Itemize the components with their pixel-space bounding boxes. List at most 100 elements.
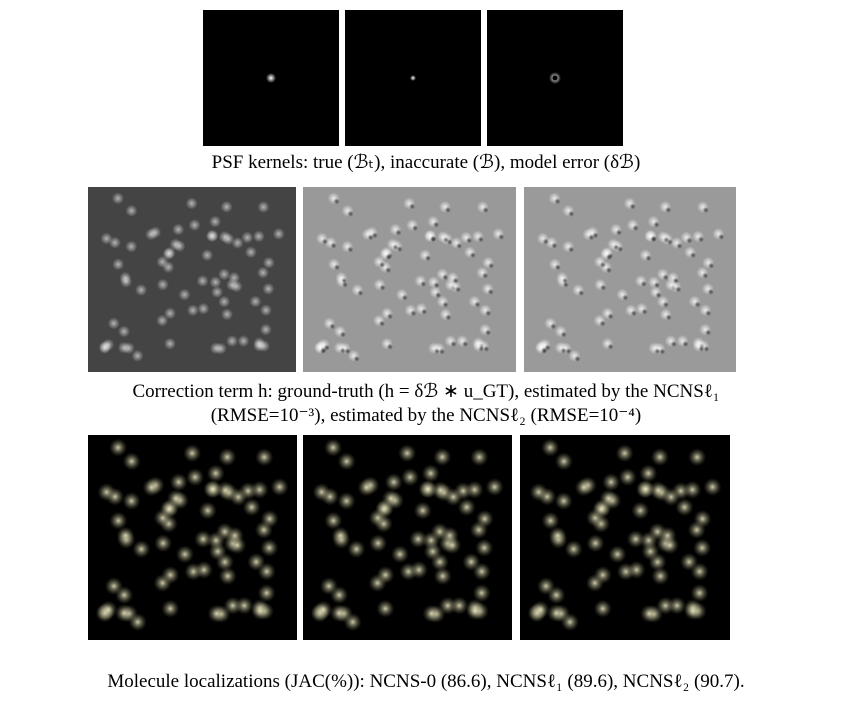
spot bbox=[207, 464, 225, 482]
spot bbox=[99, 601, 117, 619]
blob-dark bbox=[474, 301, 480, 307]
spot bbox=[338, 492, 356, 510]
blob-dark bbox=[641, 281, 647, 287]
blob-dark bbox=[456, 243, 462, 249]
blob bbox=[263, 257, 275, 269]
blob bbox=[186, 197, 198, 209]
blob-dark bbox=[545, 345, 551, 351]
spot bbox=[486, 478, 504, 496]
spot bbox=[565, 540, 583, 558]
spot bbox=[105, 577, 123, 595]
spot bbox=[475, 539, 493, 557]
figure-page: {"figure": {"captions": [ "PSF kernels: … bbox=[0, 0, 852, 710]
spot bbox=[142, 478, 160, 496]
spot bbox=[547, 604, 565, 622]
spot bbox=[586, 534, 604, 552]
spot bbox=[161, 566, 179, 584]
spot bbox=[608, 545, 626, 563]
blob-dark bbox=[568, 247, 574, 253]
blob-dark bbox=[561, 331, 567, 337]
blob-dark bbox=[702, 273, 708, 279]
spot bbox=[115, 604, 133, 622]
blob-dark bbox=[686, 237, 692, 243]
blob-dark bbox=[385, 254, 391, 260]
blob-dark bbox=[543, 239, 549, 245]
blob-dark bbox=[421, 309, 427, 315]
psf-spot bbox=[266, 73, 276, 83]
blob-dark bbox=[708, 289, 714, 295]
blob-dark bbox=[645, 255, 651, 261]
blob-dark bbox=[347, 247, 353, 253]
spot bbox=[235, 597, 253, 615]
spot bbox=[161, 600, 179, 618]
spot bbox=[123, 452, 141, 470]
spot bbox=[132, 540, 150, 558]
blob-dark bbox=[485, 330, 491, 336]
spot bbox=[154, 509, 172, 527]
spot bbox=[532, 601, 550, 619]
blob-dark bbox=[412, 225, 418, 231]
blob-dark bbox=[703, 207, 709, 213]
blob bbox=[100, 233, 112, 245]
spot bbox=[631, 502, 649, 520]
spot bbox=[330, 604, 348, 622]
blob bbox=[260, 324, 272, 336]
spot bbox=[640, 531, 658, 549]
blob bbox=[218, 296, 230, 308]
blob-dark bbox=[445, 207, 451, 213]
spot bbox=[694, 510, 712, 528]
blob-dark bbox=[562, 278, 568, 284]
blob bbox=[228, 272, 240, 284]
spot bbox=[555, 492, 573, 510]
blob bbox=[257, 201, 269, 213]
spot bbox=[683, 481, 701, 499]
blob-dark bbox=[561, 348, 567, 354]
spot bbox=[251, 602, 269, 620]
blob-dark bbox=[410, 310, 416, 316]
spot bbox=[470, 448, 488, 466]
blob-dark bbox=[708, 263, 714, 269]
blob-dark bbox=[334, 264, 340, 270]
spot bbox=[688, 448, 706, 466]
spot bbox=[376, 566, 394, 584]
blob-dark bbox=[551, 243, 557, 249]
blob-dark bbox=[348, 211, 354, 217]
blob-dark bbox=[483, 207, 489, 213]
blob-dark bbox=[393, 244, 399, 250]
blob-dark bbox=[379, 262, 385, 268]
blob-dark bbox=[435, 292, 441, 298]
spot bbox=[575, 478, 593, 496]
blob bbox=[172, 224, 184, 236]
blob-dark bbox=[633, 225, 639, 231]
blob-dark bbox=[608, 344, 614, 350]
blob-dark bbox=[600, 262, 606, 268]
blob-dark bbox=[485, 310, 491, 316]
blob-dark bbox=[622, 295, 628, 301]
blob bbox=[145, 228, 157, 240]
spot bbox=[251, 481, 269, 499]
blob bbox=[108, 317, 120, 329]
blob bbox=[245, 246, 257, 258]
blob-dark bbox=[656, 292, 662, 298]
blob-dark bbox=[498, 234, 504, 240]
caption: (RMSE=10⁻³), estimated by the NCNSℓ₂ (RM… bbox=[0, 404, 852, 427]
blob bbox=[125, 205, 137, 217]
spot bbox=[462, 553, 480, 571]
blob-dark bbox=[368, 234, 374, 240]
spot bbox=[216, 481, 234, 499]
blob-dark bbox=[433, 222, 439, 228]
blob bbox=[118, 325, 130, 337]
caption: Molecule localizations (JAC(%)): NCNS-0 … bbox=[0, 671, 852, 693]
spot bbox=[639, 464, 657, 482]
spot bbox=[338, 452, 356, 470]
spot bbox=[549, 527, 567, 545]
blob-dark bbox=[600, 285, 606, 291]
blob-dark bbox=[341, 278, 347, 284]
blob bbox=[170, 238, 182, 250]
blob-dark bbox=[718, 234, 724, 240]
blob bbox=[209, 276, 221, 288]
blob-dark bbox=[420, 281, 426, 287]
blob-dark bbox=[445, 314, 451, 320]
blob-dark bbox=[340, 348, 346, 354]
spot bbox=[260, 539, 278, 557]
